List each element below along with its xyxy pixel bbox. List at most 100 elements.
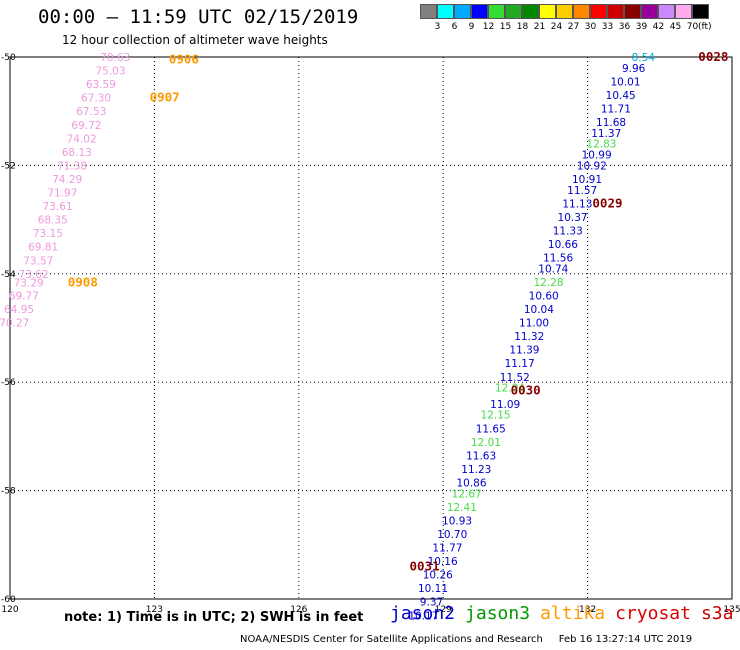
data-point-jason2: 12.83: [586, 139, 616, 151]
color-scale-label: 39: [635, 22, 648, 32]
data-point-jason2: 10.86: [456, 477, 486, 489]
y-tick-label: -54: [1, 270, 16, 280]
data-point-jason2: 11.65: [476, 423, 506, 435]
color-scale-label: 36: [618, 22, 631, 32]
data-point-jason2: 11.32: [514, 331, 544, 343]
color-scale-label: 12: [482, 22, 495, 32]
color-scale-label: 6: [451, 22, 458, 32]
data-point-jason2: 10.66: [548, 239, 578, 251]
data-point-jason2: 12.01: [471, 437, 501, 449]
legend-entry-cryosat: cryosat: [615, 603, 691, 624]
data-point-jason2: 10.74: [538, 263, 568, 275]
color-scale-swatch: [692, 4, 709, 19]
color-scale-label: 21: [533, 22, 546, 32]
data-point-jason2: 10.99: [582, 150, 612, 162]
data-point-jason2: 12.67: [452, 488, 482, 500]
data-point-altika: 73.15: [33, 228, 63, 240]
data-point-jason2: 10.60: [529, 290, 559, 302]
time-label: 0907: [150, 90, 180, 105]
data-point-jason2: 11.52: [500, 372, 530, 384]
color-scale-label: 27: [567, 22, 580, 32]
color-scale-label: 30: [584, 22, 597, 32]
x-tick-label: 132: [579, 605, 596, 615]
color-scale-swatch: [573, 4, 590, 19]
data-point-jason2: 11.77: [432, 543, 462, 555]
data-point-jason2: 11.37: [591, 128, 621, 140]
data-point-jason2: 9.37: [420, 597, 443, 609]
data-point-jason2: 11.33: [553, 225, 583, 237]
color-scale-label: 18: [516, 22, 529, 32]
color-scale-label: 45: [669, 22, 682, 32]
data-point-altika: 71.97: [47, 188, 77, 200]
color-scale-label: 15: [499, 22, 512, 32]
plot-frame: [9, 56, 733, 600]
color-scale-swatch: [658, 4, 675, 19]
y-tick-label: -58: [1, 487, 16, 497]
data-point-jason2: 8.54: [632, 52, 656, 64]
data-point-altika: 75.03: [95, 66, 125, 78]
x-tick-label: 129: [435, 605, 452, 615]
data-point-jason2: 10.93: [442, 515, 472, 527]
data-point-jason2: 11.00: [519, 318, 549, 330]
footer-credit: NOAA/NESDIS Center for Satellite Applica…: [240, 634, 693, 645]
color-scale-swatch: [556, 4, 573, 19]
satellite-legend: jason2 jason3 altika cryosat s3a: [390, 603, 740, 624]
color-scale-swatch: [607, 4, 624, 19]
data-point-altika: 69.72: [71, 120, 101, 132]
color-scale-swatch: [522, 4, 539, 19]
color-scale-swatch: [624, 4, 641, 19]
data-point-jason2: 12.04: [495, 383, 525, 395]
color-scale-swatch: [590, 4, 607, 19]
y-tick-label: -52: [1, 161, 16, 171]
time-label: 0028: [698, 49, 728, 64]
color-scale-swatch: [641, 4, 658, 19]
data-point-jason2: 10.91: [572, 174, 602, 186]
color-scale-label: 24: [550, 22, 563, 32]
x-tick-label: 126: [290, 605, 307, 615]
data-point-jason2: 11.09: [490, 399, 520, 411]
color-scale-label: 42: [652, 22, 665, 32]
data-point-jason2: 11.57: [567, 185, 597, 197]
data-point-jason2: 9.96: [622, 63, 646, 75]
data-point-jason2: 10.04: [524, 304, 554, 316]
y-tick-label: -50: [1, 53, 16, 63]
time-label: 0030: [511, 382, 541, 397]
data-point-jason2: 10.17: [408, 610, 438, 622]
data-point-jason2: 11.23: [461, 464, 491, 476]
data-point-jason2: 11.39: [509, 345, 539, 357]
data-point-altika: 69.81: [28, 242, 58, 254]
data-point-jason2: 10.16: [428, 556, 458, 568]
data-point-jason2: 10.70: [437, 529, 467, 541]
data-point-altika: 63.59: [86, 79, 116, 91]
y-tick-label: -56: [1, 378, 16, 388]
data-point-jason2: 11.13: [562, 198, 592, 210]
data-point-altika: 70.27: [0, 318, 29, 330]
data-point-jason2: 11.17: [505, 358, 535, 370]
color-scale-swatch: [437, 4, 454, 19]
data-point-jason2: 10.01: [610, 76, 640, 88]
color-scale-swatch: [675, 4, 692, 19]
color-scale-swatch: [454, 4, 471, 19]
data-point-altika: 73.62: [18, 269, 48, 281]
data-point-altika: 67.53: [76, 106, 106, 118]
data-point-altika: 74.02: [67, 133, 97, 145]
color-scale-swatch: [488, 4, 505, 19]
data-point-altika: 64.95: [4, 304, 34, 316]
data-point-altika: 71.38: [57, 160, 87, 172]
chart-subtitle: 12 hour collection of altimeter wave hei…: [62, 33, 328, 47]
data-point-jason2: 11.68: [596, 117, 626, 129]
time-label: 0908: [68, 274, 98, 289]
y-tick-label: -60: [1, 595, 16, 605]
data-point-altika: 68.35: [38, 215, 68, 227]
data-point-jason2: 11.63: [466, 450, 496, 462]
data-point-jason2: 12.41: [447, 502, 477, 514]
color-scale-label: 9: [468, 22, 475, 32]
color-scale-unit: (ft): [698, 22, 712, 32]
note-text: note: 1) Time is in UTC; 2) SWH is in fe…: [64, 610, 364, 625]
x-tick-label: 120: [1, 605, 18, 615]
data-point-altika: 73.61: [43, 201, 73, 213]
color-scale-swatch: [420, 4, 437, 19]
time-label: 0031: [410, 558, 440, 573]
x-tick-label: 135: [723, 605, 740, 615]
color-scale-label: 33: [601, 22, 614, 32]
